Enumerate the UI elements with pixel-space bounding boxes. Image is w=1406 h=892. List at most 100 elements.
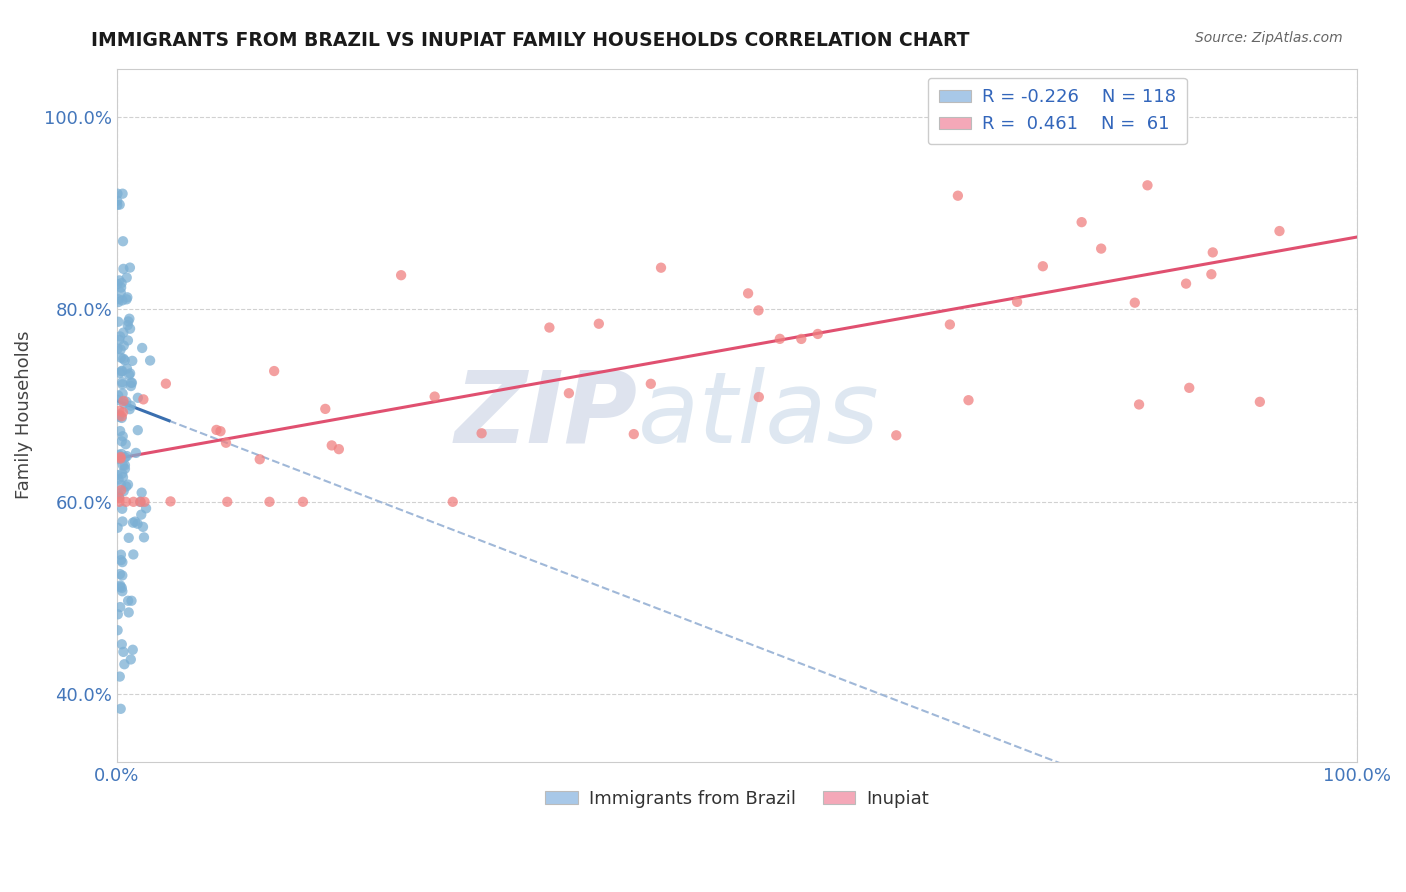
Point [111, 581, 134, 595]
Point [807, 326, 830, 341]
Point [134, 495, 156, 509]
Point [640, 376, 662, 391]
Point [121, 593, 143, 607]
Point [111, 434, 134, 449]
Point [131, 341, 153, 355]
Point [790, 332, 813, 346]
Point [118, 260, 141, 275]
Point [111, 276, 134, 290]
Point [112, 351, 135, 366]
Point [291, 495, 314, 509]
Point [1005, 294, 1028, 309]
Point [108, 408, 131, 422]
Point [321, 438, 343, 452]
Point [623, 427, 645, 442]
Point [111, 405, 134, 419]
Point [129, 495, 152, 509]
Point [105, 277, 128, 291]
Point [117, 318, 139, 332]
Point [132, 530, 155, 544]
Point [1202, 245, 1225, 260]
Point [423, 390, 446, 404]
Point [957, 393, 980, 408]
Point [389, 268, 412, 283]
Point [112, 657, 135, 672]
Point [110, 451, 132, 466]
Point [112, 645, 135, 659]
Point [111, 377, 134, 392]
Point [1123, 295, 1146, 310]
Point [107, 292, 129, 306]
Point [217, 495, 239, 509]
Point [215, 435, 238, 450]
Point [105, 194, 128, 208]
Point [111, 470, 134, 484]
Point [114, 462, 136, 476]
Point [111, 364, 134, 378]
Point [111, 293, 134, 308]
Point [328, 442, 350, 457]
Point [122, 495, 145, 509]
Point [122, 516, 145, 530]
Point [111, 458, 134, 472]
Text: atlas: atlas [638, 367, 879, 464]
Point [132, 392, 155, 407]
Point [129, 508, 152, 522]
Point [1201, 267, 1223, 281]
Point [110, 280, 132, 294]
Point [115, 270, 138, 285]
Point [107, 473, 129, 487]
Point [108, 197, 131, 211]
Point [111, 555, 134, 569]
Point [1070, 215, 1092, 229]
Point [110, 447, 132, 461]
Point [111, 515, 134, 529]
Point [110, 553, 132, 567]
Y-axis label: Family Households: Family Households [15, 331, 32, 500]
Point [112, 394, 135, 409]
Point [107, 607, 129, 622]
Point [155, 376, 177, 391]
Point [108, 403, 131, 417]
Point [111, 375, 134, 389]
Point [1135, 110, 1157, 124]
Point [259, 495, 281, 509]
Point [107, 295, 129, 310]
Point [129, 495, 152, 509]
Point [111, 637, 134, 651]
Point [1032, 259, 1054, 273]
Legend: Immigrants from Brazil, Inupiat: Immigrants from Brazil, Inupiat [538, 782, 936, 815]
Point [118, 322, 141, 336]
Point [108, 273, 131, 287]
Point [209, 424, 232, 438]
Point [110, 478, 132, 492]
Point [107, 315, 129, 329]
Point [1128, 397, 1150, 411]
Point [159, 494, 181, 508]
Point [127, 423, 149, 437]
Point [121, 779, 143, 793]
Point [1136, 178, 1159, 193]
Point [110, 351, 132, 365]
Point [135, 501, 157, 516]
Point [125, 446, 148, 460]
Point [107, 392, 129, 407]
Point [112, 338, 135, 352]
Point [118, 368, 141, 382]
Point [121, 376, 143, 390]
Point [111, 501, 134, 516]
Point [112, 484, 135, 499]
Point [108, 490, 131, 504]
Point [737, 286, 759, 301]
Point [107, 486, 129, 500]
Point [117, 477, 139, 491]
Point [111, 409, 134, 424]
Point [118, 531, 141, 545]
Point [441, 495, 464, 509]
Point [1268, 224, 1291, 238]
Point [131, 485, 153, 500]
Point [112, 396, 135, 410]
Point [111, 467, 134, 481]
Point [747, 303, 769, 318]
Point [111, 584, 134, 599]
